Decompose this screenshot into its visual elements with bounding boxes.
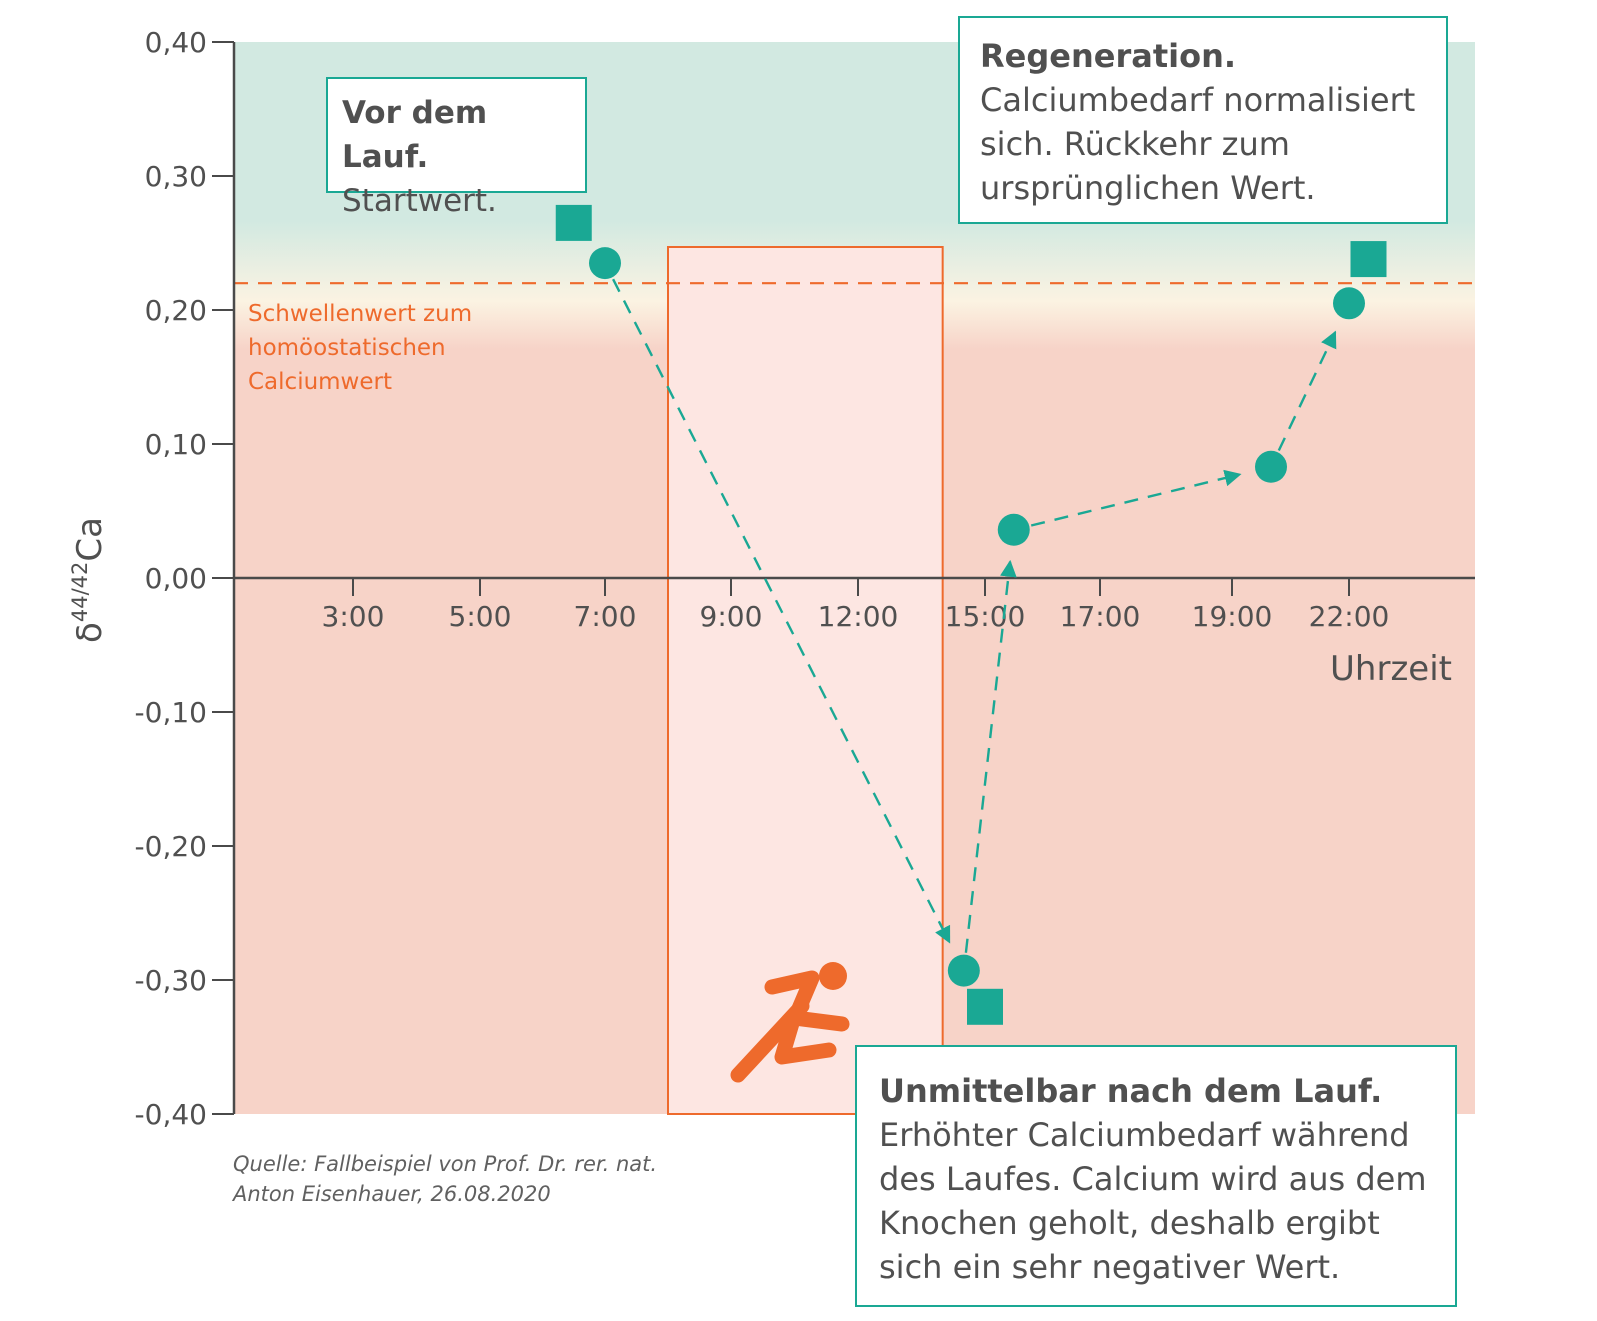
callout-after-run: Unmittelbar nach dem Lauf. Erhöhter Calc… [855,1045,1457,1307]
callout-before-run: Vor dem Lauf. Startwert. [326,77,587,219]
x-tick-label: 12:00 [818,600,899,633]
threshold-group: Schwellenwert zum homöostatischen Calciumw… [234,282,1475,395]
y-tick-label: 0,30 [145,160,207,193]
x-tick-label: 22:00 [1309,600,1390,633]
trend-arrow [964,559,1017,953]
run-window-box [667,246,944,1115]
y-tick-label: -0,20 [135,830,207,863]
y-axis-label-symbol: δ [70,622,110,643]
y-tick-label: -0,40 [135,1098,207,1131]
x-tick-label: 9:00 [700,600,763,633]
x-tick-label: 15:00 [945,600,1026,633]
x-tick-label: 7:00 [574,600,637,633]
y-tick-label: 0,10 [145,428,207,461]
trend-arrow [1030,469,1242,527]
callout-after-run-line: Erhöhter Calciumbedarf während [879,1116,1410,1154]
y-tick-label: -0,30 [135,964,207,997]
source-line: Anton Eisenhauer, 26.08.2020 [233,1182,551,1206]
y-tick-label: 0,20 [145,294,207,327]
circle-data-point [947,954,980,987]
data-points [555,204,1387,1025]
x-axis-label: Uhrzeit [1330,649,1452,689]
threshold-label: homöostatischen [248,335,446,361]
source-line: Quelle: Fallbeispiel von Prof. Dr. rer. … [233,1152,658,1176]
y-tick-label: 0,40 [145,26,207,59]
x-tick-label: 17:00 [1060,600,1141,633]
square-data-point [967,988,1003,1025]
circle-data-point [1333,287,1365,320]
callout-before-run-line: Startwert. [342,183,497,219]
threshold-label: Schwellenwert zum [248,301,472,327]
callout-regeneration-line: sich. Rückkehr zum [980,125,1290,163]
callout-before-run-head: Vor dem Lauf. [342,95,488,175]
callout-regeneration-line: ursprünglichen Wert. [980,169,1316,207]
callout-after-run-line: des Laufes. Calcium wird aus dem [879,1160,1427,1198]
x-tick-label: 5:00 [449,600,512,633]
circle-data-point [1255,450,1287,483]
threshold-label: Calciumwert [248,369,392,395]
callout-after-run-line: Knochen geholt, deshalb ergibt [879,1204,1380,1242]
y-tick-label: 0,00 [145,562,207,595]
y-tick-label: -0,10 [135,696,207,729]
callout-regeneration: Regeneration. Calciumbedarf normalisiert… [958,16,1448,224]
runner-icon [730,962,850,1083]
y-axis-label-element: Ca [70,517,110,562]
callout-after-run-line: sich ein sehr negativer Wert. [879,1248,1341,1286]
circle-data-point [589,247,621,280]
trend-arrow [612,278,951,944]
trend-arrow [1277,330,1337,452]
axes: 0,40 0,30 0,20 0,10 0,00 -0,10 -0,20 -0,30 -0,40… [68,26,1475,1131]
trend-arrows [612,278,1337,953]
x-tick-label: 19:00 [1192,600,1273,633]
callout-regeneration-line: Calciumbedarf normalisiert [980,81,1416,119]
callout-after-run-head: Unmittelbar nach dem Lauf. [879,1072,1383,1110]
y-axis-label-sup: 44/42 [68,562,92,623]
y-axis-label: δ44/42Ca [68,517,110,643]
x-tick-label: 3:00 [322,600,385,633]
circle-data-point [997,513,1030,546]
callout-regeneration-head: Regeneration. [980,37,1236,75]
square-data-point [1350,241,1387,278]
square-data-point [555,204,592,241]
